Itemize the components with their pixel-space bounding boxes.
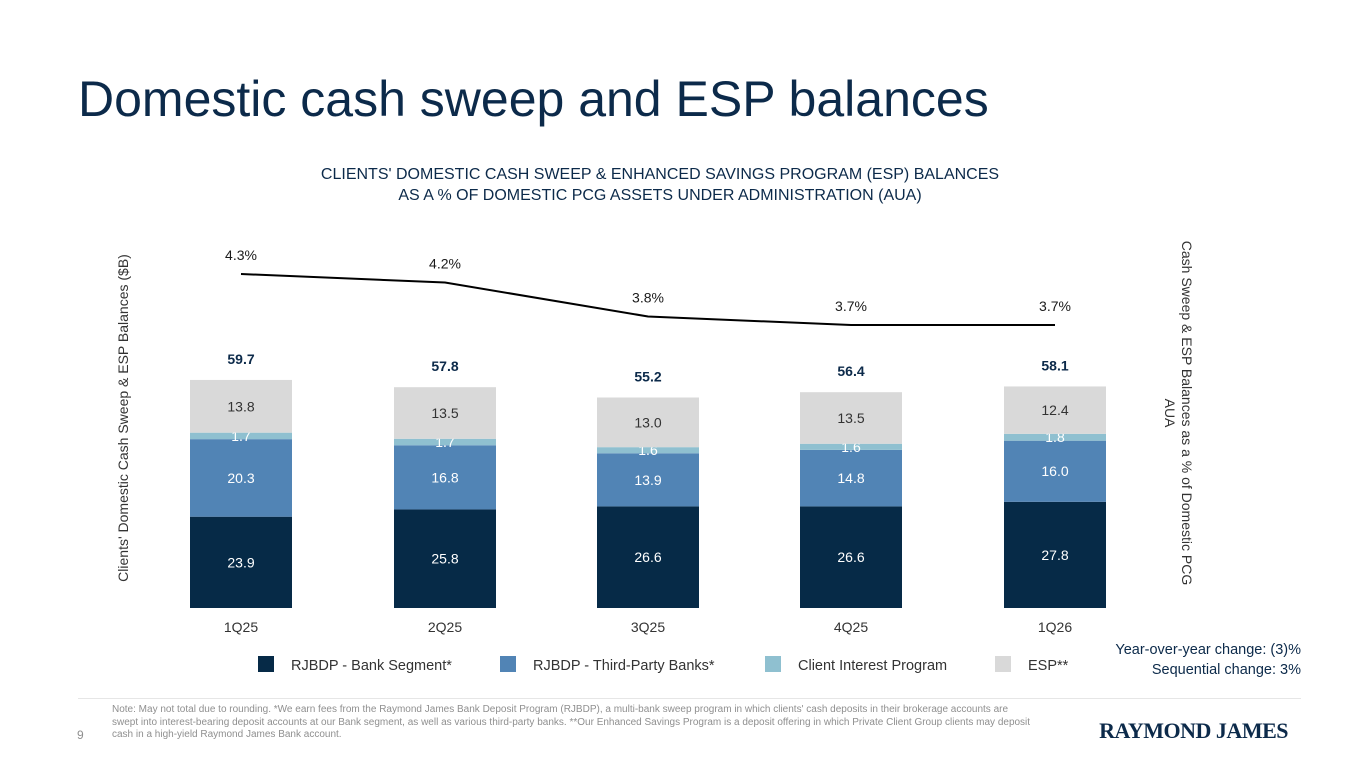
percent-line [240,273,1055,326]
data-label: 23.9 [227,554,254,570]
bar-segment [190,379,292,433]
data-label: 16.8 [431,469,458,485]
bar-segment [1004,433,1106,441]
bar-segment [1004,386,1106,434]
total-label: 59.7 [227,351,254,367]
total-label: 57.8 [431,358,458,374]
legend-label: Client Interest Program [798,658,947,674]
data-label: 13.5 [837,410,864,426]
page-title: Domestic cash sweep and ESP balances [78,71,989,127]
chart-title-line-2: AS A % OF DOMESTIC PCG ASSETS UNDER ADMI… [398,187,922,204]
data-label: 26.6 [634,549,661,565]
y-axis-right-label-line-2: AUA [1162,399,1178,428]
data-label: 25.8 [431,551,458,567]
data-label: 16.0 [1041,463,1068,479]
y-axis-right-label: Cash Sweep & ESP Balances as a % of Dome… [1162,241,1195,585]
bar-segment [597,397,699,448]
y-axis-left-label: Clients' Domestic Cash Sweep & ESP Balan… [115,254,131,582]
bar-segment [800,506,902,608]
footnote: Note: May not total due to rounding. *We… [112,704,1031,740]
data-label: 13.8 [227,398,254,414]
bar-segment [1004,440,1106,502]
bar-segment [190,516,292,608]
x-tick-label: 1Q26 [1038,619,1072,635]
data-label: 20.3 [227,470,254,486]
line-data-label: 3.7% [835,298,867,314]
chart-title-line-1: CLIENTS' DOMESTIC CASH SWEEP & ENHANCED … [320,166,1000,183]
bar-segment [190,439,292,517]
stacked-bar-chart: 23.920.31.713.859.71Q2525.816.81.713.557… [115,241,1195,674]
bar-segment [394,438,496,446]
bar-segment [394,445,496,510]
x-tick-label: 4Q25 [834,619,868,635]
bar-segment [394,509,496,608]
legend-label: RJBDP - Third-Party Banks* [533,658,715,674]
total-label: 56.4 [837,363,864,379]
data-label: 26.6 [837,549,864,565]
bar-segment [1004,501,1106,608]
line-data-label: 3.7% [1039,298,1071,314]
data-label: 13.0 [634,414,661,430]
data-label: 27.8 [1041,547,1068,563]
data-label: 14.8 [837,470,864,486]
bar-segment [597,453,699,507]
data-label: 13.9 [634,472,661,488]
total-label: 55.2 [634,369,661,385]
footer-divider [78,698,1301,699]
x-tick-label: 1Q25 [224,619,258,635]
sequential-change: Sequential change: 3% [1151,662,1301,678]
bar-segment [190,432,292,440]
line-data-label: 4.3% [225,247,257,263]
legend-swatch [500,656,516,672]
raymond-james-logo: RAYMOND JAMES [1099,718,1288,743]
bar-segment [597,447,699,454]
data-label: 12.4 [1041,402,1068,418]
change-summary: Year-over-year change: (3)% Sequential c… [1115,640,1301,680]
legend-swatch [258,656,274,672]
bar-segment [800,392,902,444]
x-tick-label: 2Q25 [428,619,462,635]
line-data-label: 3.8% [632,290,664,306]
x-tick-label: 3Q25 [631,619,665,635]
y-axis-right-label-line-1: Cash Sweep & ESP Balances as a % of Dome… [1179,241,1195,585]
legend-label: ESP** [1028,658,1069,674]
yoy-change: Year-over-year change: (3)% [1115,642,1301,658]
legend-swatch [995,656,1011,672]
page-number: 9 [77,728,84,742]
bar-segment [800,443,902,450]
legend-label: RJBDP - Bank Segment* [291,658,452,674]
line-data-label: 4.2% [429,256,461,272]
bar-segment [800,449,902,507]
data-label: 13.5 [431,405,458,421]
total-label: 58.1 [1041,357,1068,373]
legend-swatch [765,656,781,672]
bar-segment [597,506,699,608]
bar-segment [394,387,496,439]
